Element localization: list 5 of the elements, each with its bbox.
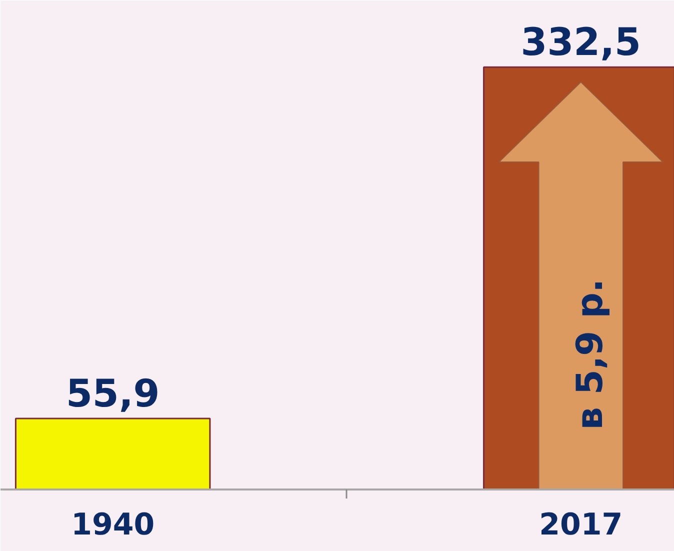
x-tick-label: 2017 [539, 508, 623, 542]
annotation: в 5,9 р. [570, 278, 611, 430]
x-tick-label: 1940 [71, 508, 155, 542]
data-label: 55,9 [66, 372, 160, 416]
data-label: 332,5 [520, 20, 641, 64]
